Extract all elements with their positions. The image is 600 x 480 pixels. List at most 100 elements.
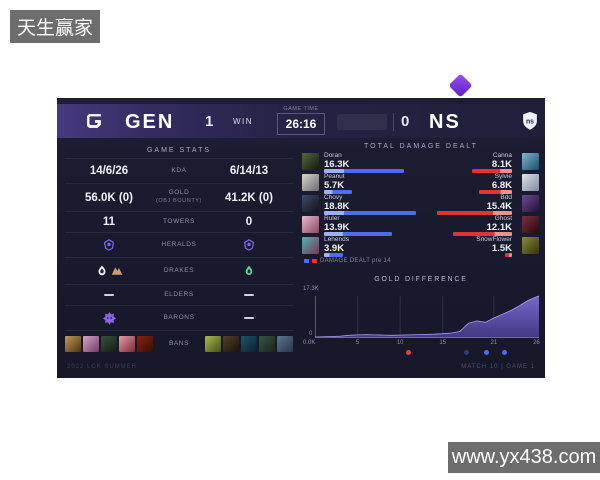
damage-value: 13.9K xyxy=(324,221,350,233)
damage-value: 1.5K xyxy=(491,242,512,254)
dash-icon xyxy=(244,317,254,319)
elders-right-value xyxy=(205,294,293,296)
gold-left-value: 56.0K (0) xyxy=(85,191,133,204)
damage-value: 15.4K xyxy=(486,200,512,212)
damage-value: 8.1K xyxy=(491,158,512,170)
game-stats-panel: GAME STATS 14/6/26 KDA 6/14/13 56.0K (0)… xyxy=(65,144,293,357)
team-left-name: GEN xyxy=(125,111,175,133)
champion-portrait xyxy=(302,174,319,191)
baron-icon xyxy=(102,311,116,325)
scoreboard-header: GEN 1 WIN GAME TIME 26:16 0 NS ns xyxy=(57,104,545,138)
champion-portrait xyxy=(302,237,319,254)
damage-bar-blue xyxy=(324,232,393,236)
towers-left-value: 11 xyxy=(102,216,116,228)
player-name: Peanut xyxy=(324,173,345,180)
damage-row: Peanut 5.7K Sylvie 6.8K xyxy=(302,173,540,194)
gold-right-value: 41.2K (0) xyxy=(225,191,273,204)
damage-value: 12.1K xyxy=(486,221,512,233)
chart-title: GOLD DIFFERENCE xyxy=(374,276,468,283)
dash-icon xyxy=(104,294,114,296)
damage-row: Doran 16.3K Canna 8.1K xyxy=(302,152,540,173)
barons-label: BARONS xyxy=(163,313,195,321)
drake-mountain-icon xyxy=(111,267,122,275)
chart-plot-area xyxy=(315,295,539,338)
game-time-block: GAME TIME 26:16 xyxy=(277,106,325,136)
champion-portrait xyxy=(302,153,319,170)
stat-row-gold: 56.0K (0) GOLD (OBJ BOUNTY) 41.2K (0) xyxy=(65,183,293,211)
ban-champion-tile xyxy=(277,336,293,352)
damage-title: TOTAL DAMAGE DEALT xyxy=(364,143,478,150)
damage-value: 18.8K xyxy=(324,200,350,212)
damage-value: 3.9K xyxy=(324,242,345,254)
heralds-left-icons xyxy=(65,239,153,251)
footer-league-text: 2022 LCK SUMMER xyxy=(67,364,138,370)
ban-champion-tile xyxy=(101,336,117,352)
ban-champion-tile xyxy=(241,336,257,352)
damage-rows: Doran 16.3K Canna 8.1K Peanut 5.7K Sylvi… xyxy=(302,152,540,257)
player-name: Lehends xyxy=(324,236,349,243)
champion-portrait xyxy=(522,237,539,254)
damage-row: Chovy 18.8K Bdd 15.4K xyxy=(302,194,540,215)
chart-zero-label: 0 xyxy=(309,331,313,337)
stat-row-bans: BANS xyxy=(65,330,293,357)
champion-portrait xyxy=(302,195,319,212)
legend-text: DAMAGE DEALT pre 14 xyxy=(320,258,391,264)
ban-champion-tile xyxy=(65,336,81,352)
gold-label-sub: (OBJ BOUNTY) xyxy=(155,198,202,205)
barons-right-value xyxy=(205,317,293,319)
elders-label: ELDERS xyxy=(164,290,194,298)
stat-row-towers: 11 TOWERS 0 xyxy=(65,211,293,232)
svg-text:ns: ns xyxy=(526,118,534,125)
damage-bar-red xyxy=(452,232,512,236)
stat-row-barons: BARONS xyxy=(65,305,293,330)
player-name: Ruler xyxy=(324,215,340,222)
ban-champion-tile xyxy=(205,336,221,352)
kda-right-value: 6/14/13 xyxy=(229,165,269,177)
team-right-name: NS xyxy=(429,111,461,133)
damage-bar-blue xyxy=(324,253,344,257)
damage-row: Ruler 13.9K Ghost 12.1K xyxy=(302,215,540,236)
header-divider xyxy=(393,113,394,131)
player-name: Ghost xyxy=(494,215,512,222)
kda-label: KDA xyxy=(171,166,187,174)
damage-bar-blue xyxy=(324,190,352,194)
game-stats-title: GAME STATS xyxy=(146,147,212,154)
drakes-right-icons xyxy=(205,265,293,277)
champion-portrait xyxy=(522,174,539,191)
gold-difference-chart: GOLD DIFFERENCE 17.3K 0 0.0K 5 10 xyxy=(302,276,540,362)
herald-icon xyxy=(243,239,255,251)
damage-panel: TOTAL DAMAGE DEALT Doran 16.3K Canna 8.1… xyxy=(302,142,540,355)
postgame-stats-screenshot: GEN 1 WIN GAME TIME 26:16 0 NS ns GAME S… xyxy=(57,98,545,378)
ban-champion-tile xyxy=(137,336,153,352)
champion-portrait xyxy=(302,216,319,233)
ban-champion-tile xyxy=(83,336,99,352)
damage-bar-red xyxy=(478,190,512,194)
drake-cloud-icon xyxy=(98,265,105,276)
footer-match-text: MATCH 10 | GAME 1 xyxy=(461,364,535,370)
damage-bar-red xyxy=(472,169,512,173)
player-name: SnowFlower xyxy=(476,236,512,243)
heralds-label: HERALDS xyxy=(161,240,197,248)
stat-row-elders: ELDERS xyxy=(65,284,293,305)
damage-value: 6.8K xyxy=(491,179,512,191)
ban-champion-tile xyxy=(259,336,275,352)
gold-diff-area xyxy=(315,296,539,337)
drakes-left-icons xyxy=(65,265,153,277)
barons-left-icons xyxy=(65,311,153,325)
ban-champion-tile xyxy=(119,336,135,352)
player-name: Bdd xyxy=(500,194,512,201)
damage-bar-blue xyxy=(324,169,404,173)
champion-portrait xyxy=(522,216,539,233)
player-name: Doran xyxy=(324,152,342,159)
gold-label-main: GOLD xyxy=(168,189,190,197)
dash-icon xyxy=(244,294,254,296)
game-time-label: GAME TIME xyxy=(283,106,319,112)
faded-tab-pill xyxy=(337,114,387,130)
ns-logo-icon: ns xyxy=(523,111,537,130)
chart-ymax-label: 17.3K xyxy=(303,286,319,292)
legend-blue-swatch xyxy=(304,259,309,263)
team-left-score: 1 xyxy=(205,113,214,130)
legend-red-swatch xyxy=(312,259,317,263)
chart-x-tick-labels: 5 10 15 21 26 xyxy=(355,340,540,346)
